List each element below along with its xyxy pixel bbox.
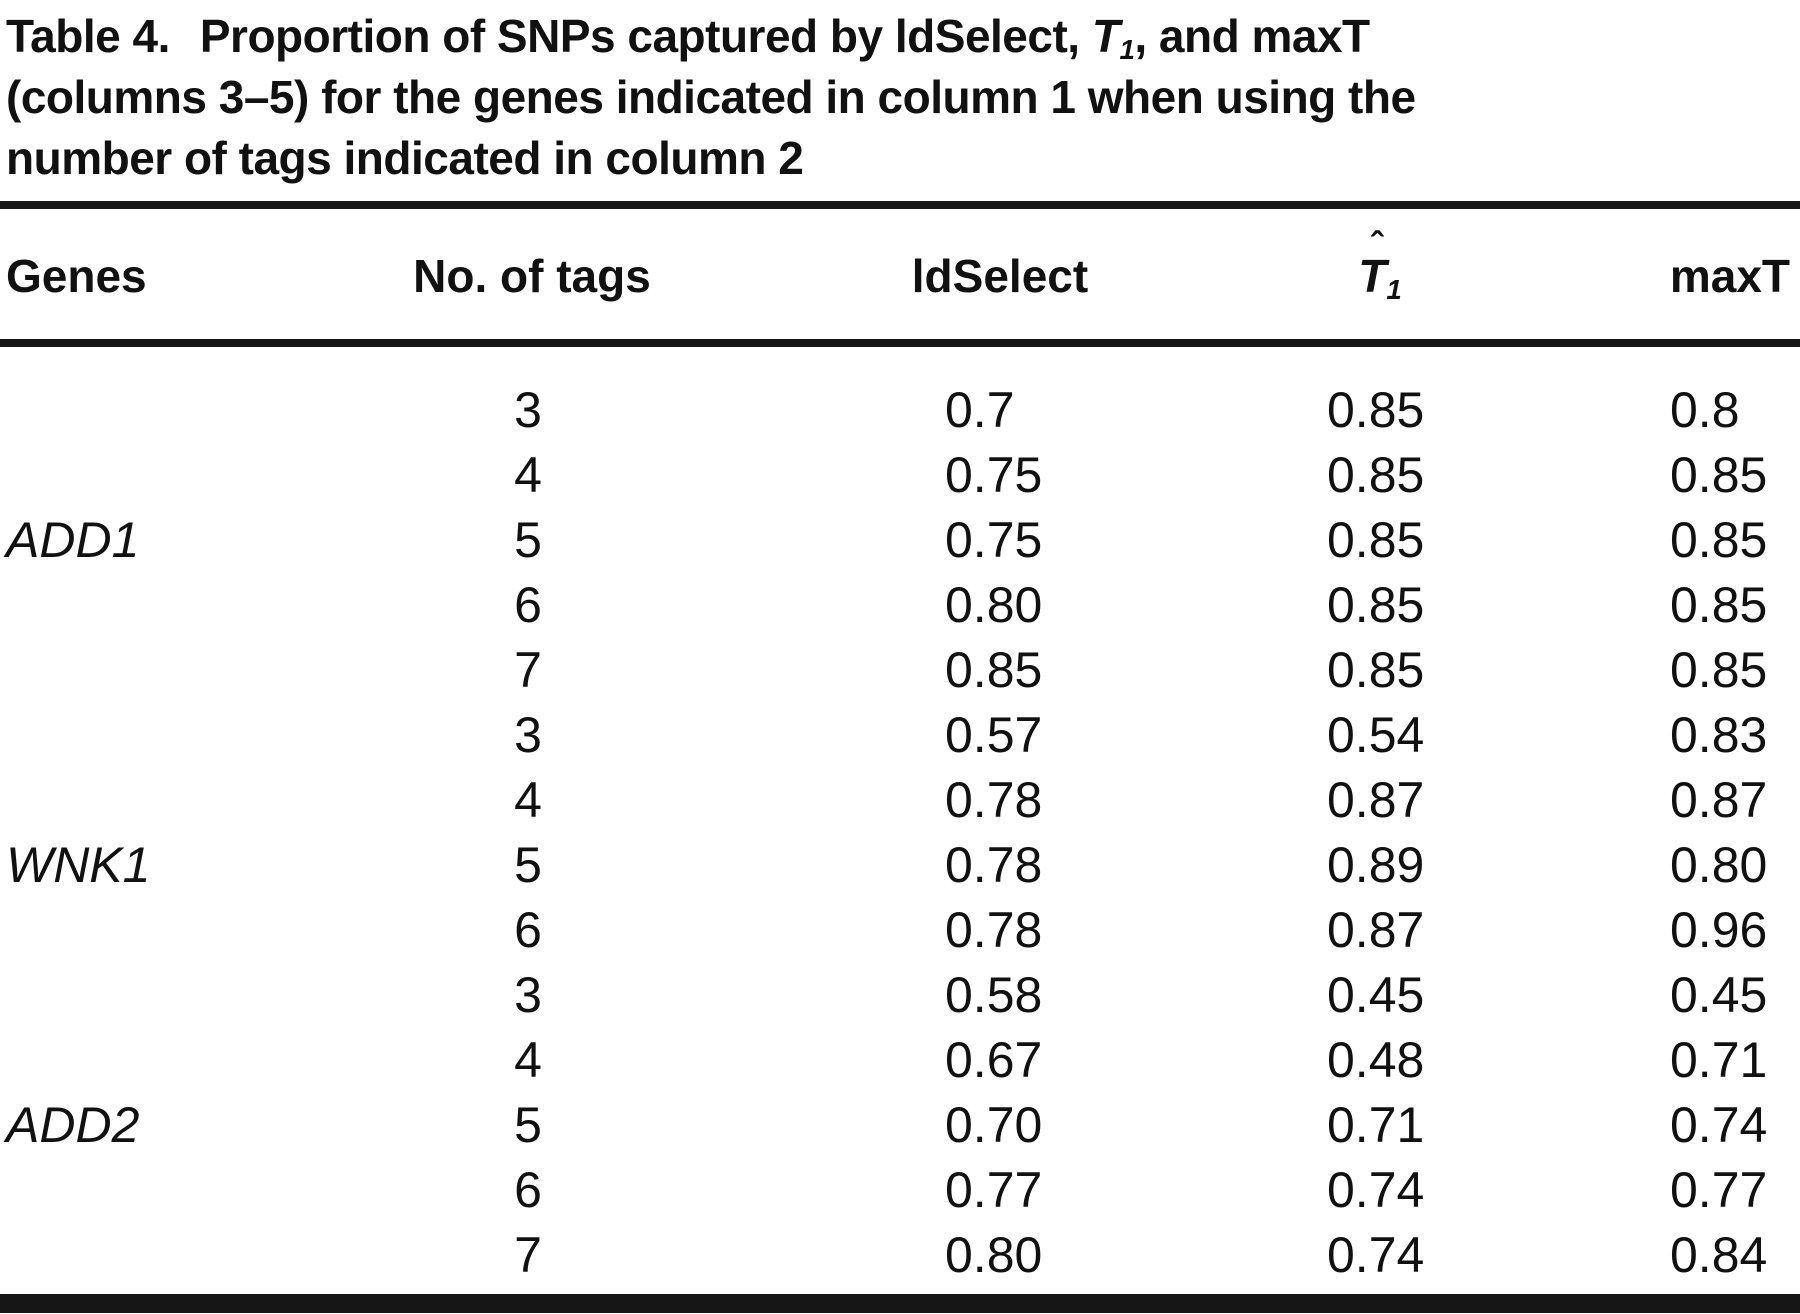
tags-cell: 5	[514, 512, 542, 568]
t1-subscript: 1	[1386, 273, 1402, 305]
ldselect-cell: 0.57	[945, 707, 1043, 763]
ldselect-cell: 0.75	[945, 512, 1043, 568]
maxt-cell: 0.84	[1670, 1227, 1768, 1283]
tags-cell: 4	[514, 447, 542, 503]
tags-cell: 5	[514, 837, 542, 893]
column-header-no-of-tags: No. of tags	[413, 250, 651, 302]
maxt-cell: 0.83	[1670, 707, 1768, 763]
tags-cell: 4	[514, 772, 542, 828]
t1-cell: 0.45	[1327, 967, 1425, 1023]
caption-line-1: Table 4. Proportion of SNPs captured by l…	[6, 0, 1416, 67]
tags-cell: 5	[514, 1097, 542, 1153]
table-row: 6 0.78 0.87 0.96	[0, 898, 1800, 963]
t1-cell: 0.74	[1327, 1227, 1425, 1283]
maxt-cell: 0.85	[1670, 642, 1768, 698]
maxt-cell: 0.85	[1670, 577, 1768, 633]
t1-subscript: 1	[1119, 33, 1135, 65]
maxt-cell: 0.87	[1670, 772, 1768, 828]
maxt-cell: 0.77	[1670, 1162, 1768, 1218]
ldselect-cell: 0.75	[945, 447, 1043, 503]
table-row: 7 0.80 0.74 0.84	[0, 1223, 1800, 1288]
t1-cell: 0.85	[1327, 642, 1425, 698]
circumflex-icon: ˆ	[1104, 0, 1117, 30]
t1-hat-symbol: ˆ T1	[1358, 227, 1402, 309]
maxt-cell: 0.45	[1670, 967, 1768, 1023]
gene-cell: ADD2	[6, 1097, 140, 1153]
table-row: 4 0.78 0.87 0.87	[0, 768, 1800, 833]
t1-cell: 0.85	[1327, 382, 1425, 438]
table-header-row: Genes No. of tags ldSelect ˆ T1 maxT	[0, 227, 1800, 309]
column-header-genes: Genes	[6, 250, 147, 302]
ldselect-cell: 0.77	[945, 1162, 1043, 1218]
tags-cell: 7	[514, 1227, 542, 1283]
table-row: 7 0.85 0.85 0.85	[0, 638, 1800, 703]
ldselect-cell: 0.85	[945, 642, 1043, 698]
column-header-maxt: maxT	[1669, 250, 1790, 302]
ldselect-cell: 0.70	[945, 1097, 1043, 1153]
maxt-cell: 0.85	[1670, 512, 1768, 568]
tags-cell: 4	[514, 1032, 542, 1088]
t1-cell: 0.85	[1327, 577, 1425, 633]
tags-cell: 3	[514, 707, 542, 763]
table-row: WNK1 5 0.78 0.89 0.80	[0, 833, 1800, 898]
caption-line-3: number of tags indicated in column 2	[6, 132, 804, 184]
table-number-label: Table 4.	[6, 10, 170, 62]
t1-cell: 0.74	[1327, 1162, 1425, 1218]
ldselect-cell: 0.78	[945, 902, 1043, 958]
caption-line-2: (columns 3–5) for the genes indicated in…	[6, 71, 1416, 123]
table-row: 6 0.80 0.85 0.85	[0, 573, 1800, 638]
tags-cell: 3	[514, 967, 542, 1023]
ldselect-cell: 0.80	[945, 577, 1043, 633]
t1-cell: 0.89	[1327, 837, 1425, 893]
maxt-cell: 0.71	[1670, 1032, 1768, 1088]
table-row: 3 0.58 0.45 0.45	[0, 963, 1800, 1028]
table-row: 6 0.77 0.74 0.77	[0, 1158, 1800, 1223]
ldselect-cell: 0.7	[945, 382, 1015, 438]
maxt-cell: 0.74	[1670, 1097, 1768, 1153]
top-rule	[0, 201, 1800, 209]
maxt-cell: 0.80	[1670, 837, 1768, 893]
table-row: 3 0.57 0.54 0.83	[0, 703, 1800, 768]
ldselect-cell: 0.67	[945, 1032, 1043, 1088]
t1-cell: 0.85	[1327, 512, 1425, 568]
bottom-rule	[0, 1294, 1800, 1313]
t1-hat-symbol: ˆ T1	[1091, 0, 1135, 67]
ldselect-cell: 0.78	[945, 837, 1043, 893]
maxt-cell: 0.96	[1670, 902, 1768, 958]
maxt-cell: 0.85	[1670, 447, 1768, 503]
column-header-t1: ˆ T1	[1310, 227, 1450, 309]
table-row: ADD2 5 0.70 0.71 0.74	[0, 1093, 1800, 1158]
caption-text-2: , and maxT	[1134, 10, 1370, 62]
t1-cell: 0.85	[1327, 447, 1425, 503]
t1-cell: 0.54	[1327, 707, 1425, 763]
t1-cell: 0.87	[1327, 772, 1425, 828]
table-row: 4 0.75 0.85 0.85	[0, 443, 1800, 508]
tags-cell: 3	[514, 382, 542, 438]
tags-cell: 6	[514, 577, 542, 633]
ldselect-cell: 0.80	[945, 1227, 1043, 1283]
t1-base: T	[1091, 10, 1120, 62]
ldselect-cell: 0.58	[945, 967, 1043, 1023]
tags-cell: 7	[514, 642, 542, 698]
ldselect-cell: 0.78	[945, 772, 1043, 828]
caption-text-1: Proportion of SNPs captured by ldSelect,	[199, 10, 1092, 62]
gene-cell: WNK1	[6, 837, 151, 893]
maxt-cell: 0.8	[1670, 382, 1740, 438]
t1-cell: 0.71	[1327, 1097, 1425, 1153]
table-row: ADD1 5 0.75 0.85 0.85	[0, 508, 1800, 573]
tags-cell: 6	[514, 902, 542, 958]
t1-cell: 0.48	[1327, 1032, 1425, 1088]
tags-cell: 6	[514, 1162, 542, 1218]
t1-cell: 0.87	[1327, 902, 1425, 958]
t1-base: T	[1358, 250, 1387, 302]
circumflex-icon: ˆ	[1370, 225, 1384, 267]
gene-cell: ADD1	[6, 512, 140, 568]
table-row: 4 0.67 0.48 0.71	[0, 1028, 1800, 1093]
column-header-ldselect: ldSelect	[911, 250, 1089, 302]
table-caption: Table 4. Proportion of SNPs captured by l…	[6, 0, 1416, 189]
table-row: 3 0.7 0.85 0.8	[0, 378, 1800, 443]
header-rule	[0, 339, 1800, 347]
